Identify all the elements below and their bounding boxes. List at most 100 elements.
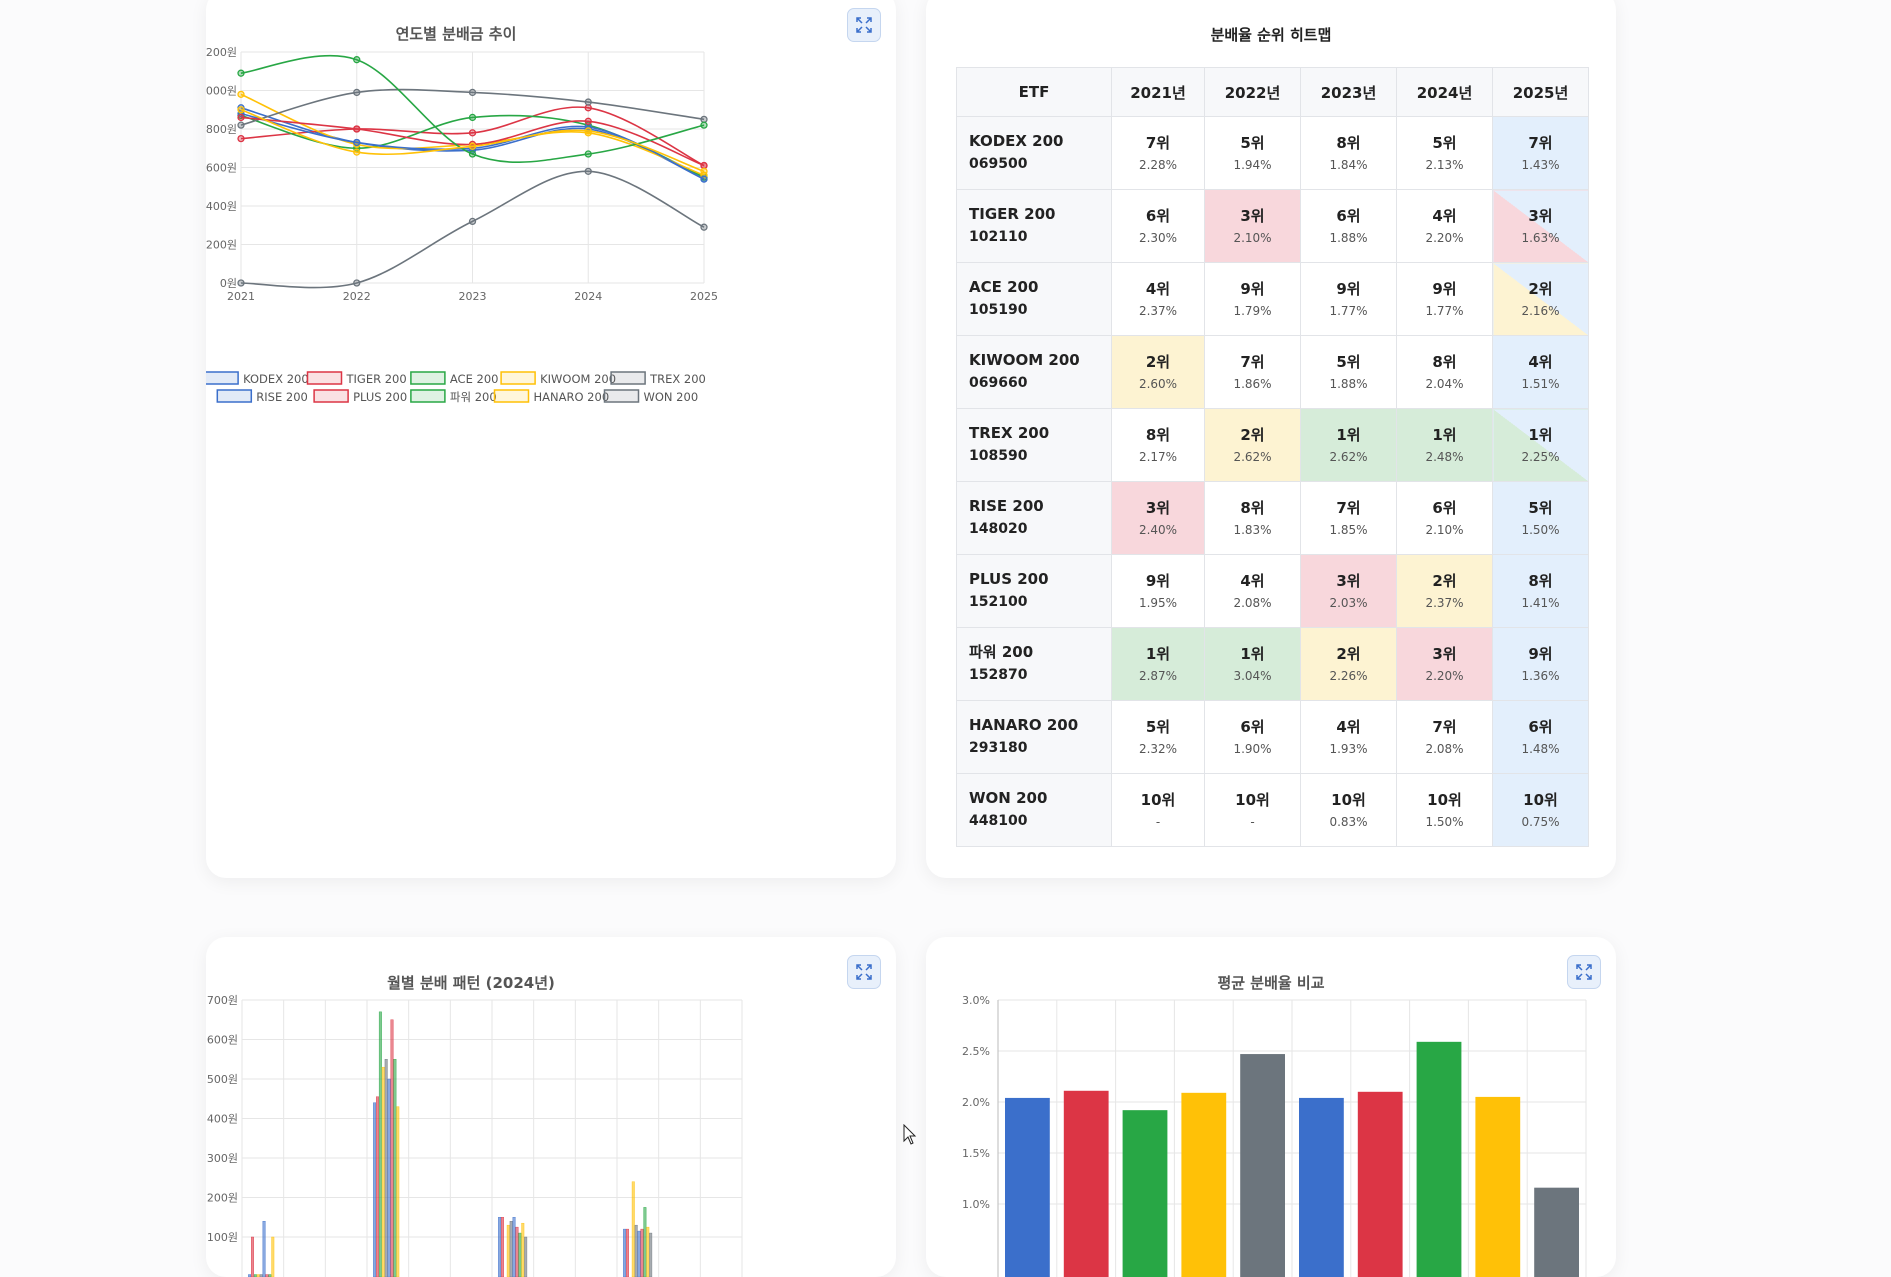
bar: [1299, 1097, 1344, 1277]
bar: [378, 1011, 382, 1277]
legend-label: WON 200: [644, 390, 699, 404]
yield-value: 2.28%: [1138, 158, 1178, 172]
y-tick-label: 1,000원: [206, 85, 237, 98]
heatmap-column-header: 2025년: [1492, 67, 1589, 117]
yield-value: 0.75%: [1521, 815, 1560, 829]
bar: [1534, 1187, 1579, 1277]
x-tick-label: 2022: [343, 290, 371, 303]
rank-value: 1위: [1528, 426, 1553, 444]
yield-value: 1.77%: [1329, 304, 1368, 318]
data-point: [468, 217, 477, 226]
heatmap-column-header: 2021년: [1111, 67, 1205, 117]
etf-code: 293180: [969, 740, 1028, 756]
rank-value: 6위: [1432, 499, 1457, 517]
data-point: [353, 148, 361, 156]
data-point: [700, 223, 708, 231]
bar: [1063, 1090, 1109, 1277]
etf-code: 148020: [969, 521, 1028, 537]
heatmap-cell: 9위 1.36%: [1492, 627, 1589, 701]
series-line: [240, 108, 705, 173]
data-point: [700, 115, 708, 124]
rank-value: 10위: [1427, 791, 1462, 809]
mouse-cursor-icon: [903, 1124, 917, 1145]
bar: [396, 1106, 400, 1277]
heatmap-cell: 3위 2.10%: [1204, 189, 1301, 263]
rank-value: 10위: [1140, 791, 1176, 809]
heatmap-cell: 6위 2.30%: [1111, 189, 1205, 263]
expand-icon: [856, 17, 872, 33]
y-tick-label: 700원: [207, 994, 238, 1007]
data-point: [237, 90, 245, 98]
data-point: [584, 98, 592, 106]
rank-value: 7위: [1528, 134, 1553, 152]
bar: [524, 1236, 528, 1277]
legend-swatch: [493, 389, 530, 403]
expand-button[interactable]: [847, 955, 881, 989]
rank-value: 9위: [1336, 280, 1361, 298]
heatmap-cell: 10위 -: [1204, 773, 1301, 847]
bar: [634, 1224, 638, 1277]
etf-cell: KIWOOM 200 069660: [956, 335, 1112, 409]
yield-value: 2.16%: [1521, 304, 1560, 318]
x-tick-label: 2025: [690, 290, 718, 303]
yield-value: 2.40%: [1138, 523, 1178, 537]
monthly-pattern-card: 월별 분배 패턴 (2024년) 100원 200원 300원 400원 500원 600원…: [206, 937, 896, 1277]
series-line: [240, 112, 705, 180]
bar: [1475, 1096, 1521, 1277]
bar: [506, 1224, 510, 1277]
yield-value: 2.62%: [1329, 450, 1368, 464]
yield-value: 1.88%: [1329, 231, 1368, 245]
rank-value: 10위: [1235, 791, 1270, 809]
legend-label: RISE 200: [256, 390, 308, 404]
heatmap-cell: 3위 2.03%: [1300, 554, 1397, 628]
data-point: [584, 127, 592, 135]
heatmap-row: WON 200 448100 10위 -10위 -10위 0.83% 10위 1.50% 10위…: [956, 773, 1589, 847]
expand-button[interactable]: [847, 8, 881, 42]
rank-value: 5위: [1240, 134, 1265, 152]
line-chart: 연도별 분배금 추이 0원 200원 400원 600원 800원 1,000원 1,200원…: [206, 25, 718, 404]
avg-yield-card: 평균 분배율 비교 1.0% 1.5% 2.0% 2.5% 3.0%: [926, 937, 1616, 1277]
data-point: [353, 138, 361, 147]
yield-value: 2.03%: [1329, 596, 1368, 610]
expand-icon: [1576, 964, 1592, 980]
heatmap-row: KIWOOM 200 069660 2위 2.60% 7위 1.86% 5위 1.88% 8위 2…: [956, 335, 1589, 409]
yield-value: 1.77%: [1425, 304, 1464, 318]
rank-value: 6위: [1145, 207, 1171, 225]
etf-name: TIGER 200: [969, 205, 1056, 223]
data-point: [237, 69, 245, 77]
expand-button[interactable]: [1567, 955, 1601, 989]
etf-code: 152870: [969, 667, 1028, 683]
rank-value: 4위: [1432, 207, 1457, 225]
bar: [518, 1232, 522, 1277]
heatmap-row: TREX 200 108590 8위 2.17% 2위 2.62% 1위 2.62% 1위 2.4…: [956, 408, 1589, 482]
etf-name: HANARO 200: [969, 716, 1079, 734]
yield-value: 1.50%: [1425, 815, 1464, 829]
rank-value: 1위: [1432, 426, 1457, 444]
heatmap-cell: 9위 1.95%: [1111, 554, 1205, 628]
y-tick-label: 100원: [207, 1231, 238, 1244]
heatmap-column-header: ETF: [956, 67, 1112, 117]
x-tick-label: 2021: [227, 290, 255, 303]
rank-value: 7위: [1336, 499, 1361, 517]
legend-label: KIWOOM 200: [540, 372, 616, 386]
rank-value: 9위: [1432, 280, 1457, 298]
rank-heatmap-card: 분배율 순위 히트맵 ETF 2021년 2022년 2023년 2024년 2025년 …: [926, 0, 1616, 878]
bar: [251, 1236, 254, 1277]
yield-value: 1.88%: [1329, 377, 1368, 391]
rank-value: 2위: [1432, 572, 1457, 590]
bar: [1122, 1110, 1168, 1277]
yield-value: -: [1250, 815, 1255, 829]
rank-value: 3위: [1528, 207, 1553, 225]
data-point: [700, 175, 708, 183]
heatmap-cell: 3위 2.40%: [1111, 481, 1205, 555]
dividend-trend-card: 연도별 분배금 추이 0원 200원 400원 600원 800원 1,000원 1,200원…: [206, 0, 896, 878]
y-tick-label: 500원: [207, 1073, 238, 1086]
legend-label: HANARO 200: [534, 390, 610, 404]
yield-value: 1.50%: [1521, 523, 1560, 537]
etf-name: KIWOOM 200: [969, 351, 1080, 369]
yield-value: 2.30%: [1138, 231, 1178, 245]
average-yield-bar-chart: 평균 분배율 비교 1.0% 1.5% 2.0% 2.5% 3.0%: [962, 974, 1587, 1277]
yield-value: 2.17%: [1138, 450, 1178, 464]
legend-swatch: [603, 389, 640, 403]
etf-name: PLUS 200: [969, 570, 1049, 588]
